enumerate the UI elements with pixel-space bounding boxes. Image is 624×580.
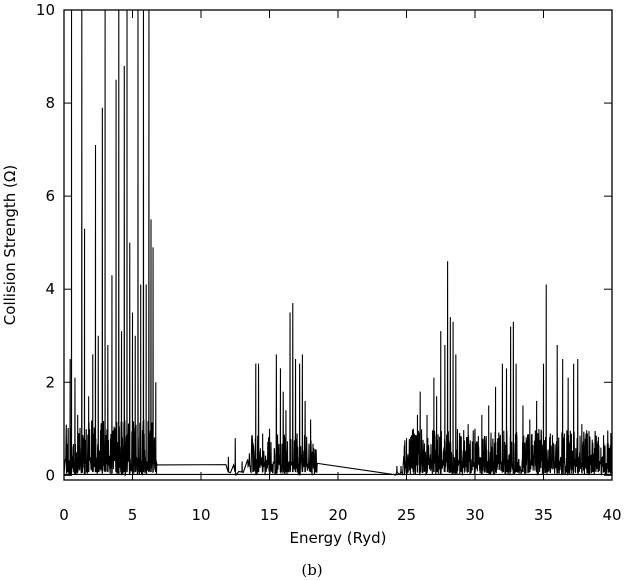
x-axis-ticks: 0 5 10 15 20 25 30 35 40 (59, 10, 622, 524)
y-axis-ticks: 0 2 4 6 8 10 (36, 1, 612, 484)
y-tick-label: 10 (36, 1, 55, 19)
y-tick-label: 2 (45, 373, 55, 391)
y-tick-label: 6 (45, 187, 55, 205)
y-tick-label: 4 (45, 280, 55, 298)
x-tick-label: 35 (534, 506, 553, 524)
collision-strength-series (63, 9, 613, 477)
x-tick-label: 0 (59, 506, 69, 524)
x-tick-label: 30 (465, 506, 484, 524)
x-tick-label: 40 (602, 506, 621, 524)
x-tick-label: 25 (397, 506, 416, 524)
x-axis-title: Energy (Ryd) (290, 529, 387, 547)
figure-caption: (b) (301, 561, 322, 579)
x-tick-label: 15 (260, 506, 279, 524)
y-tick-label: 0 (45, 466, 55, 484)
x-tick-label: 5 (128, 506, 138, 524)
collision-strength-line (63, 9, 613, 477)
y-tick-label: 8 (45, 94, 55, 112)
x-tick-label: 10 (191, 506, 210, 524)
y-axis-title: Collision Strength (Ω) (1, 165, 19, 325)
x-tick-label: 20 (328, 506, 347, 524)
